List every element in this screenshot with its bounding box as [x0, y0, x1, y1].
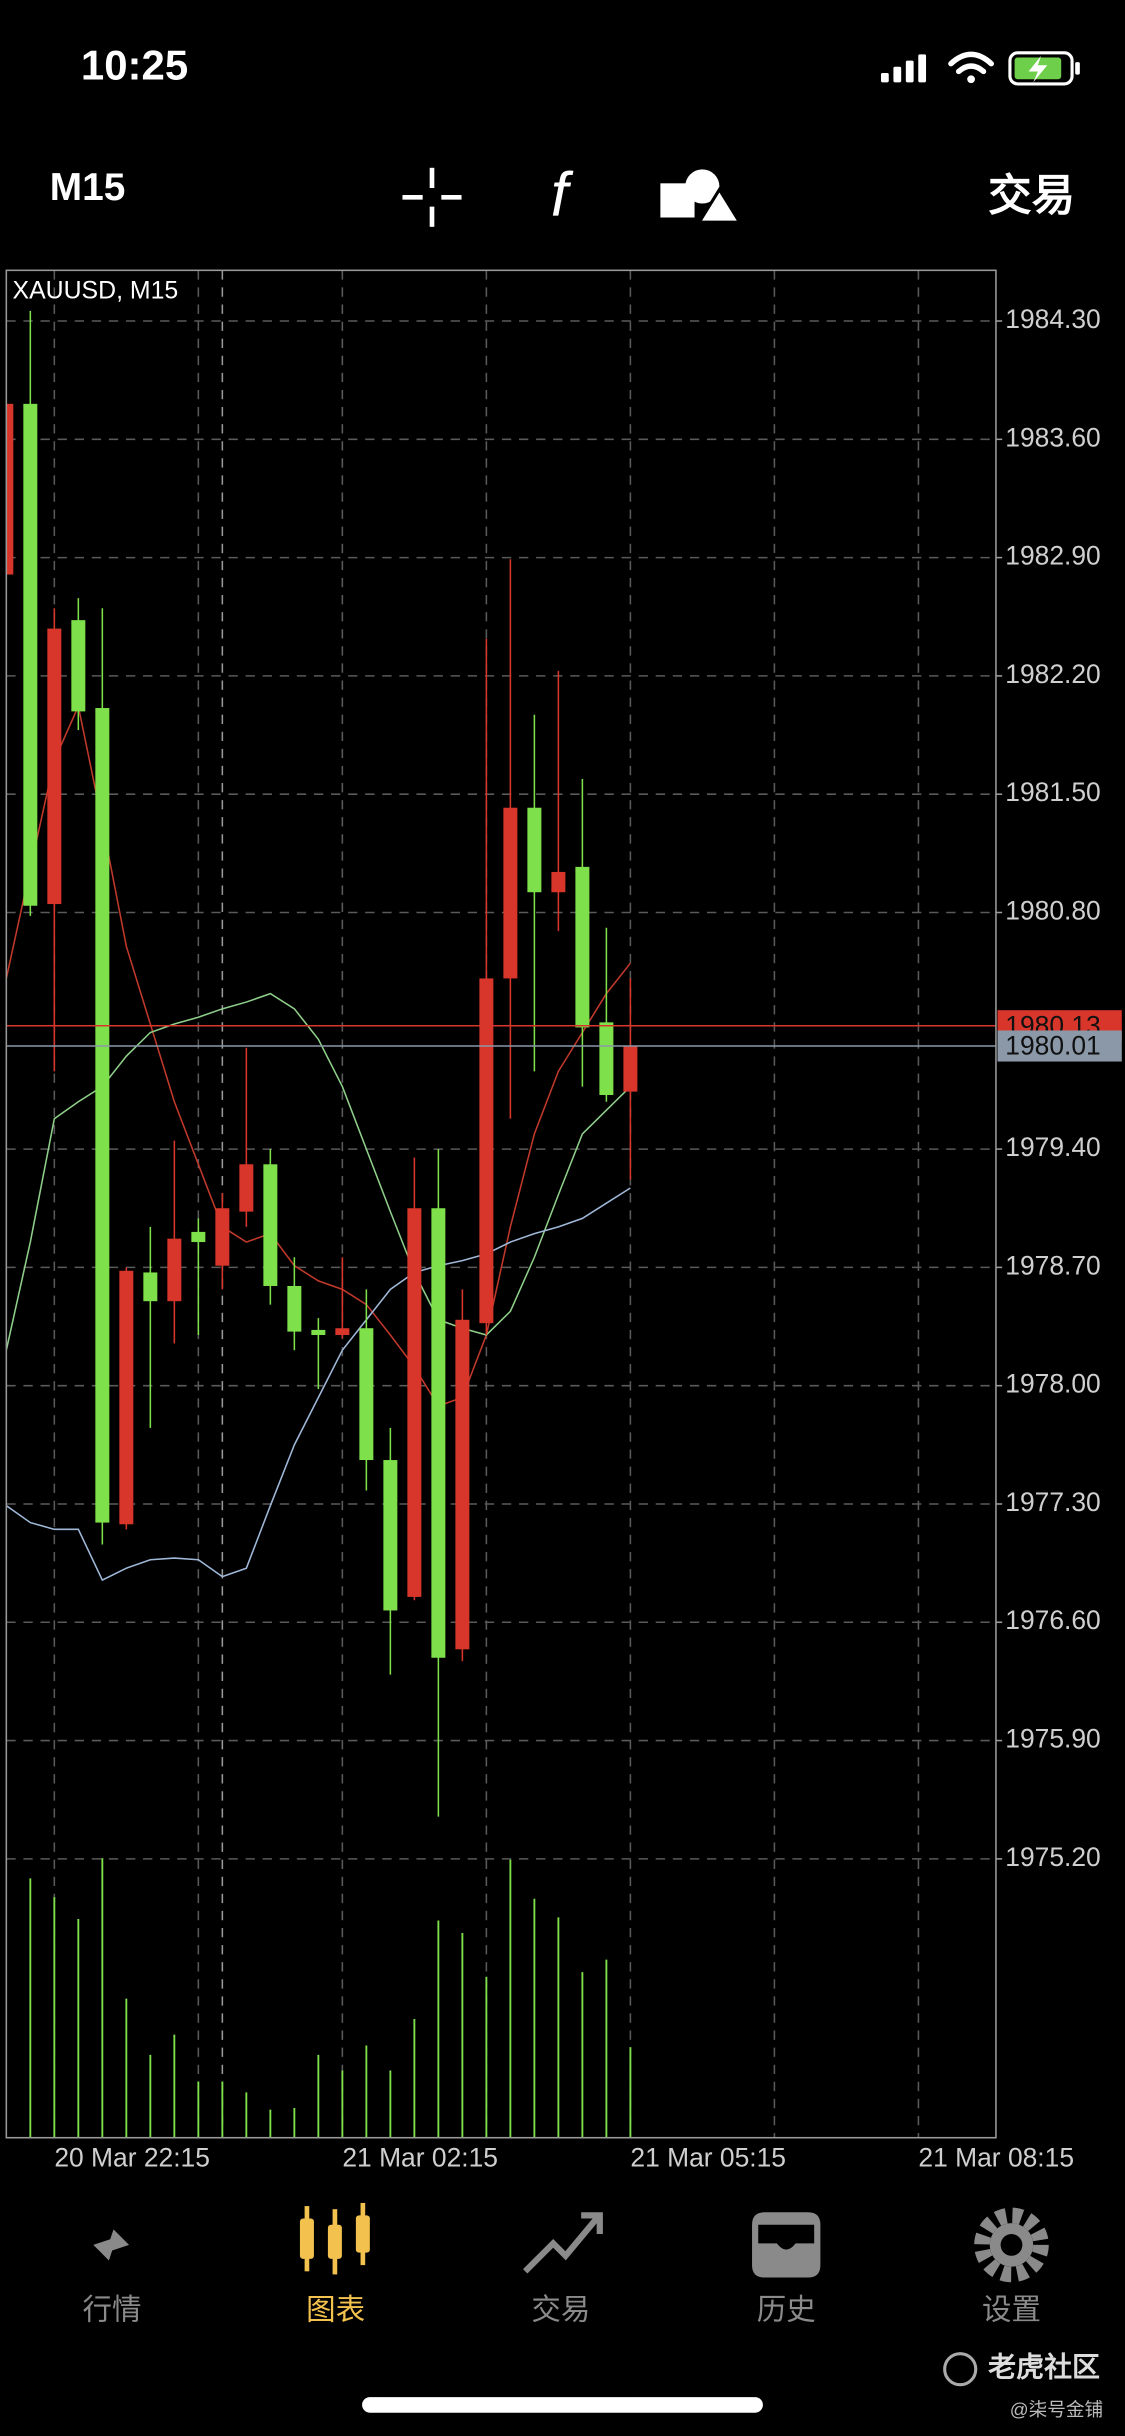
- home-indicator: [362, 2397, 763, 2413]
- x-tick-label: 21 Mar 05:15: [630, 2142, 786, 2172]
- candle-body: [263, 1164, 278, 1286]
- candle-body: [527, 807, 542, 893]
- plot-area: [6, 270, 996, 2138]
- tab-label[interactable]: 图表: [306, 2294, 365, 2327]
- y-tick-label: 1979.40: [1005, 1132, 1100, 1162]
- y-tick-label: 1976.60: [1005, 1605, 1100, 1635]
- candle-body: [47, 628, 62, 905]
- ma-line: [6, 703, 632, 1407]
- y-tick-label: 1975.20: [1005, 1842, 1100, 1872]
- status-time: 10:25: [81, 41, 188, 88]
- candle-body: [383, 1460, 398, 1611]
- chart-frame: [5, 269, 997, 2139]
- y-tick-label: 1983.60: [1005, 422, 1100, 452]
- crosshair-button[interactable]: [402, 167, 462, 227]
- candle-body: [407, 1208, 422, 1597]
- candle-body: [335, 1328, 350, 1335]
- quotes-icon[interactable]: [77, 2213, 145, 2276]
- x-tick-label: 21 Mar 02:15: [342, 2142, 498, 2172]
- candle-body: [239, 1164, 254, 1212]
- chart-icon[interactable]: [299, 2202, 370, 2275]
- candle-body: [359, 1328, 374, 1461]
- candle-body: [599, 1022, 614, 1096]
- chart: 1984.30 1983.60 1982.90 1982.20 1981.50 1980.…: [6, 270, 1122, 2172]
- y-tick-label: 1982.90: [1005, 541, 1100, 571]
- x-tick-label: 21 Mar 08:15: [918, 2142, 1074, 2172]
- wifi-icon: [948, 51, 995, 84]
- candle-body: [95, 708, 110, 1523]
- tab-label[interactable]: 设置: [982, 2294, 1041, 2327]
- candle-body: [503, 807, 518, 979]
- price-label: 1980.01: [1005, 1031, 1100, 1061]
- candle-body: [623, 1046, 638, 1092]
- settings-icon[interactable]: [974, 2207, 1049, 2283]
- candle-body: [431, 1208, 446, 1658]
- watermark-logo: [943, 2352, 978, 2387]
- watermark-brand: 老虎社区: [988, 2352, 1100, 2383]
- candle-body: [455, 1319, 470, 1650]
- signal-icon: [880, 54, 927, 83]
- y-tick-label: 1978.70: [1005, 1250, 1100, 1280]
- candle-body: [167, 1238, 182, 1302]
- history-icon[interactable]: [752, 2212, 821, 2278]
- trade-icon[interactable]: [523, 2212, 603, 2274]
- chart-title: XAUUSD, M15: [13, 278, 179, 305]
- candle-body: [23, 403, 38, 906]
- y-tick-label: 1982.20: [1005, 659, 1100, 689]
- battery-icon: [1008, 51, 1080, 86]
- watermark-author: @柒号金铺: [1010, 2399, 1103, 2420]
- candle-body: [6, 403, 14, 575]
- trade-button[interactable]: 交易: [988, 172, 1075, 220]
- objects-button[interactable]: [660, 169, 743, 224]
- candle-body: [551, 871, 566, 893]
- y-tick-label: 1975.90: [1005, 1724, 1100, 1754]
- timeframe-button[interactable]: M15: [50, 166, 126, 209]
- candle-body: [311, 1329, 326, 1335]
- y-tick-label: 1981.50: [1005, 777, 1100, 807]
- tab-label[interactable]: 行情: [82, 2294, 141, 2327]
- candle-body: [191, 1231, 206, 1243]
- ma-line: [6, 992, 631, 1351]
- y-tick-label: 1980.80: [1005, 895, 1100, 925]
- candle-body: [71, 620, 86, 712]
- price-label-box: [997, 1030, 1122, 1062]
- indicator-button[interactable]: f: [551, 160, 574, 229]
- tab-bar: 行情 图表 交易 历史 设置: [82, 2294, 1041, 2327]
- tab-icons: [77, 2202, 1049, 2283]
- ma-line: [6, 1187, 631, 1582]
- y-tick-label: 1978.00: [1005, 1369, 1100, 1399]
- tab-label[interactable]: 交易: [531, 2294, 590, 2327]
- candle-body: [575, 866, 590, 1028]
- candle-body: [479, 978, 494, 1324]
- candle-body: [119, 1270, 134, 1525]
- y-tick-label: 1984.30: [1005, 304, 1100, 334]
- candle-body: [143, 1272, 158, 1302]
- x-tick-label: 20 Mar 22:15: [54, 2142, 210, 2172]
- candle-body: [215, 1208, 230, 1266]
- candle-body: [287, 1285, 302, 1332]
- y-tick-label: 1977.30: [1005, 1487, 1100, 1517]
- tab-label[interactable]: 历史: [757, 2294, 816, 2327]
